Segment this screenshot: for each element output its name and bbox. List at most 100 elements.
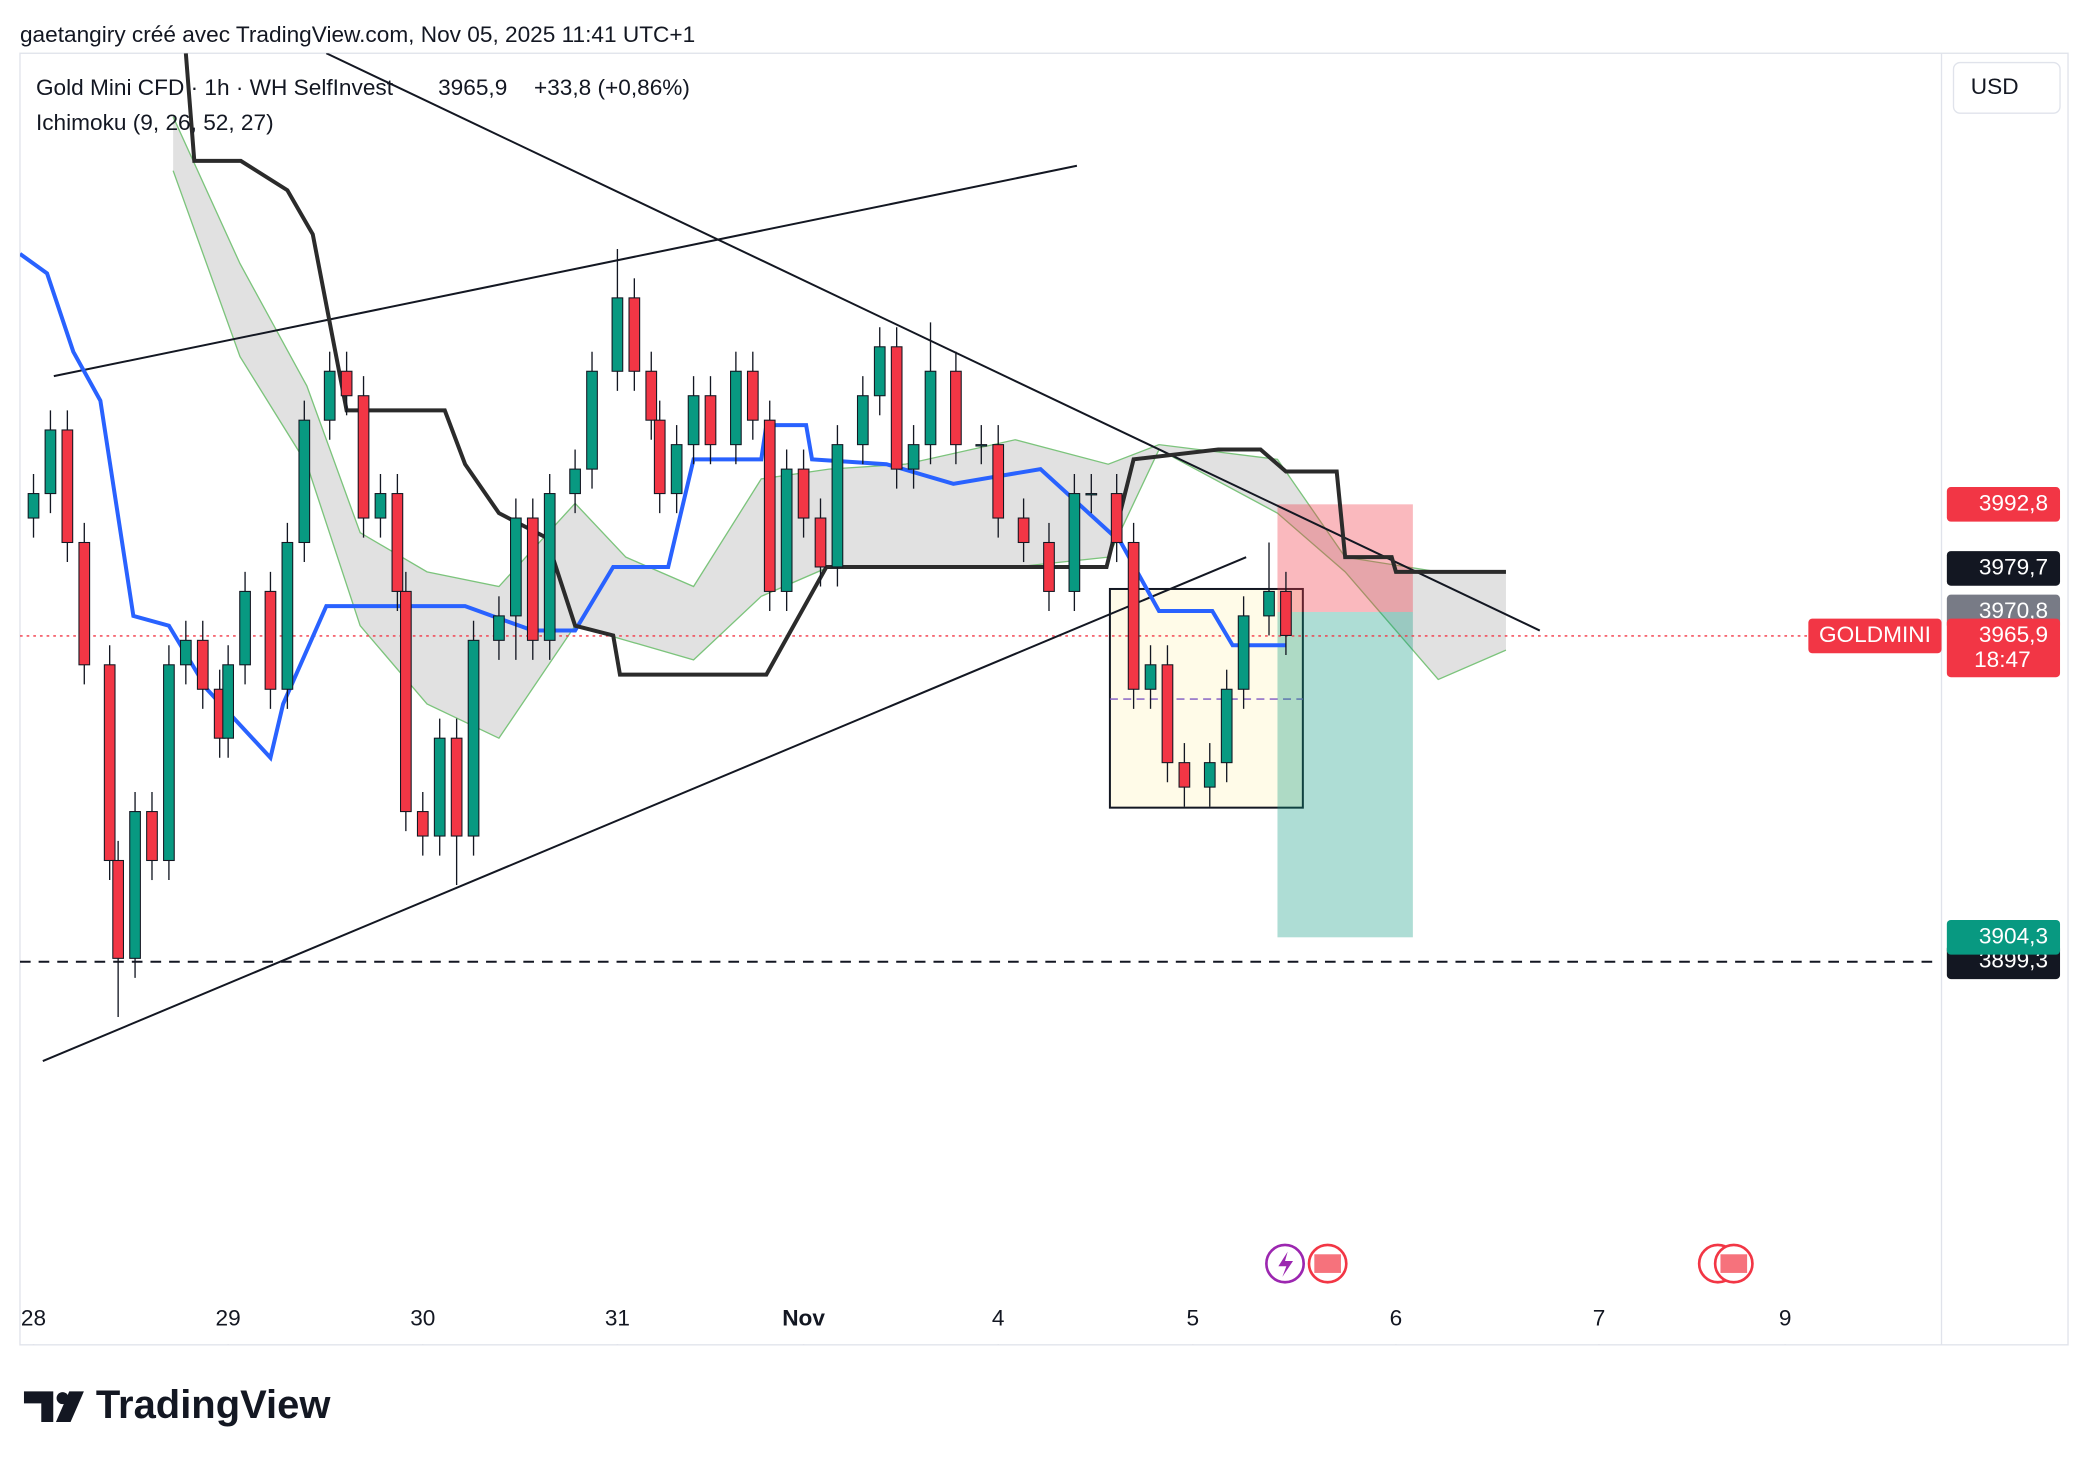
symbol[interactable]: Gold Mini CFD · 1h · WH SelfInvest [36,75,394,100]
candle-body [78,541,91,666]
candle-body [27,493,40,519]
target-zone [1277,611,1413,938]
candle-body [950,370,962,446]
indicator-line [19,252,1286,762]
candle-body [44,429,57,495]
candle-body [1144,664,1157,690]
currency[interactable]: USD [1971,74,2019,99]
price-change: +33,8 (+0,86%) [534,75,690,100]
logo-mark [55,1391,84,1423]
candle-body [992,444,1005,519]
x-tick-label: 29 [216,1306,241,1331]
x-tick-label: 31 [605,1306,630,1331]
candle-body [746,370,759,421]
x-tick-label: 7 [1593,1306,1606,1331]
event-glyph [1720,1254,1748,1273]
candle-body [856,395,869,446]
candle-body [1085,493,1098,496]
chart-frame [19,52,2069,1346]
x-tick-label: Nov [782,1306,825,1331]
logo-text: TradingView [96,1383,331,1427]
candle-body [179,639,192,666]
candle-body [433,737,446,837]
price-label-bg [1946,919,2061,955]
candle-body [340,370,353,397]
candle-body [357,395,370,519]
x-tick-label: 5 [1187,1306,1200,1331]
symbol-label-bg [1808,618,1942,654]
trendline [42,556,1247,1062]
candle-body [1203,762,1216,788]
candle-body [670,444,683,495]
candle-body [298,419,311,544]
indicator-legend[interactable]: Ichimoku (9, 26, 52, 27) [36,110,274,135]
price-label-bg [1946,487,2061,522]
countdown: 18:47 [1974,647,2031,672]
price-label-bg [1946,618,2061,678]
price-label: 3979,7 [1979,554,2048,579]
candle-body [526,517,539,641]
candle-body [1263,590,1275,617]
candle-body [704,395,717,446]
candle-body [281,541,294,690]
candle-body [730,370,742,446]
candle-body [510,517,522,617]
candle-body [450,737,463,837]
candle-body [1161,664,1174,764]
candle-body [467,639,480,837]
candle-body [653,419,666,495]
price-label: 3904,3 [1979,923,2048,948]
logo: TradingView [23,1383,331,1427]
candle-body [611,297,624,372]
candle-body [416,811,429,837]
price-label: 3965,9 [1979,622,2048,647]
candle-body [163,664,175,862]
price-label-bg [1946,551,2061,586]
candle-body [687,395,700,446]
x-tick-label: 4 [992,1306,1005,1331]
last-price: 3965,9 [438,75,507,100]
candle-body [569,468,581,495]
candle-body [975,444,988,447]
candle-body [890,346,903,470]
candle-body [628,297,641,372]
x-tick-label: 9 [1779,1306,1792,1331]
price-label: 3992,8 [1979,490,2048,515]
candle-body [780,468,793,592]
trendline [325,53,1541,632]
candle-body [907,444,920,470]
candle-body [222,664,235,739]
candle-body [797,468,810,519]
trendline [53,164,1078,378]
candle-body [323,370,336,421]
candle-body [493,615,505,641]
candle-body [264,590,277,690]
candle-body [196,639,209,690]
currency-button[interactable] [1952,61,2061,114]
candle-body [1110,493,1123,544]
candle-body [1178,762,1191,788]
candle-body [586,370,598,470]
candle-body [763,419,776,592]
candle-body [814,517,827,568]
candle-body [1043,541,1055,592]
candle-body [1068,493,1081,592]
candle-body [399,590,412,813]
candle-body [146,811,158,862]
candle-body [1127,541,1140,690]
candle-body [61,429,74,544]
candle-body [873,346,886,397]
candle-body [1280,590,1292,636]
attribution: gaetangiry créé avec TradingView.com, No… [20,22,695,47]
candle-body [129,811,141,959]
cloud-edge [172,170,1507,740]
candle-body [1017,517,1030,544]
candle-body [924,370,937,446]
indicator-line [183,53,1506,677]
events [1265,1243,1754,1284]
cloud-edge [172,116,1506,588]
candle-body [103,664,116,862]
x-tick-label: 28 [21,1306,46,1331]
